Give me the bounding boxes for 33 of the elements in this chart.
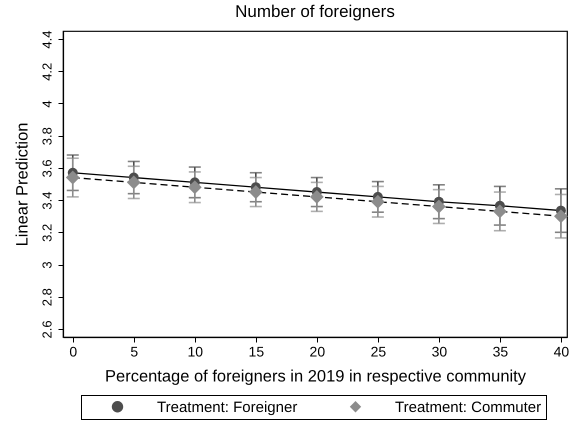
point [492, 204, 507, 218]
x-tick-label: 15 [248, 344, 264, 360]
x-tick-label: 0 [69, 344, 78, 360]
x-axis-title: Percentage of foreigners in 2019 in respective community [105, 368, 527, 386]
y-tick-label: 4 [40, 100, 54, 108]
x-tick-label: 35 [492, 344, 508, 360]
y-tick-label: 3.2 [40, 224, 54, 242]
point [554, 209, 568, 224]
legend-label: Treatment: Commuter [395, 398, 542, 416]
chart-title: Number of foreigners [235, 2, 395, 22]
point [188, 180, 202, 194]
y-axis-title: Linear Prediction [14, 122, 32, 246]
point [126, 175, 141, 190]
y-tick-label: 3.4 [40, 192, 54, 210]
point [370, 194, 385, 209]
x-tick-label: 20 [310, 344, 326, 360]
x-tick-label: 5 [130, 344, 138, 360]
legend-label: Treatment: Foreigner [157, 398, 298, 416]
point [432, 200, 446, 214]
y-tick-label: 2.6 [40, 320, 54, 338]
x-tick-label: 40 [554, 344, 570, 360]
y-tick-label: 2.8 [40, 288, 54, 306]
x-tick-label: 30 [432, 344, 448, 360]
point [248, 185, 263, 199]
x-tick-label: 10 [188, 344, 204, 360]
point [310, 190, 324, 204]
y-tick-label: 3.8 [40, 127, 54, 146]
y-tick-label: 4.2 [40, 62, 54, 81]
y-tick-label: 4.4 [40, 30, 54, 49]
x-tick-label: 25 [370, 344, 386, 360]
point [66, 170, 80, 184]
y-tick-label: 3.6 [40, 159, 54, 178]
y-tick-label: 3 [40, 261, 54, 269]
